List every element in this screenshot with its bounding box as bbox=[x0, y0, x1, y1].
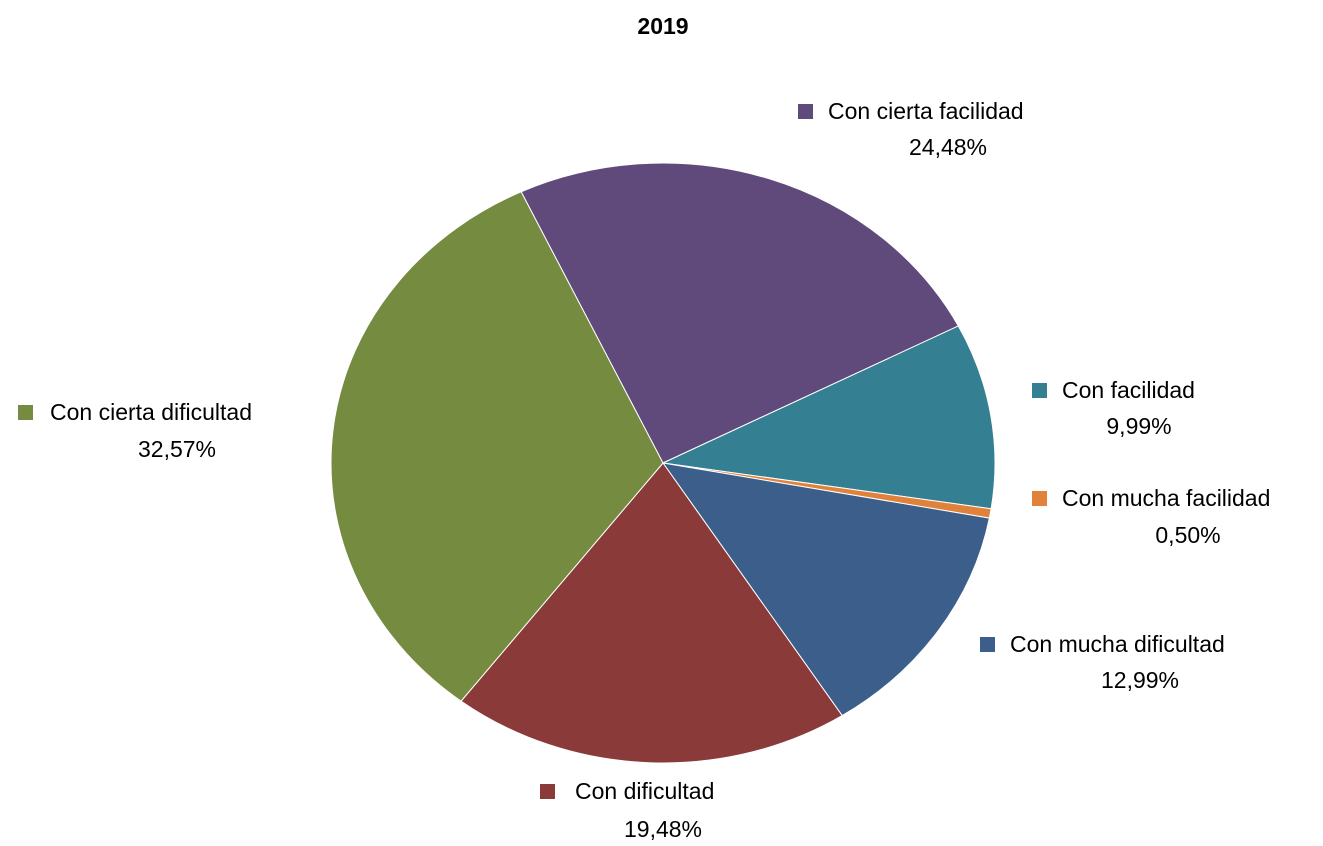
slice-label: Con cierta facilidad bbox=[828, 98, 1024, 124]
pie-slice bbox=[460, 462, 843, 764]
legend-swatch bbox=[798, 104, 813, 119]
value-label: 0,50% bbox=[1155, 522, 1220, 548]
legend-swatch bbox=[1032, 383, 1047, 398]
slice-label: Con mucha facilidad bbox=[1062, 485, 1270, 511]
legend-swatch bbox=[980, 637, 995, 652]
value-label: 32,57% bbox=[138, 436, 216, 462]
legend-swatch bbox=[540, 784, 555, 799]
legend-swatch bbox=[1032, 491, 1047, 506]
chart-title: 2019 bbox=[637, 13, 688, 39]
slice-label: Con facilidad bbox=[1062, 377, 1195, 403]
value-label: 12,99% bbox=[1101, 667, 1179, 693]
pie-slice bbox=[330, 191, 664, 702]
slice-label: Con cierta dificultad bbox=[50, 399, 252, 425]
value-label: 19,48% bbox=[624, 816, 702, 842]
legend-swatch bbox=[18, 405, 33, 420]
pie-slice bbox=[661, 325, 996, 510]
pie-slice bbox=[661, 462, 990, 717]
value-label: 24,48% bbox=[909, 134, 987, 160]
slice-label: Con dificultad bbox=[575, 778, 714, 804]
slice-label: Con mucha dificultad bbox=[1010, 631, 1225, 657]
value-label: 9,99% bbox=[1106, 413, 1171, 439]
pie-slice bbox=[520, 162, 960, 464]
